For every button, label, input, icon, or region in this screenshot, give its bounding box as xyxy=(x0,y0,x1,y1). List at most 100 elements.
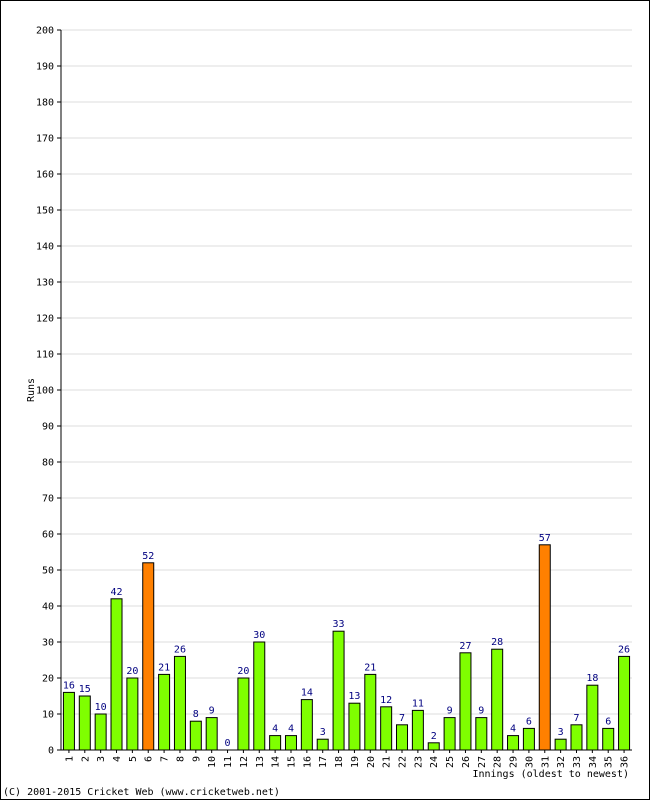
x-tick-label: 22 xyxy=(398,756,409,768)
y-tick-label: 30 xyxy=(42,638,54,649)
bar xyxy=(507,735,520,751)
bar xyxy=(411,709,424,751)
bar-value-label: 4 xyxy=(272,724,278,735)
bar-value-label: 0 xyxy=(225,738,231,749)
x-axis-ticks: 1 2 3 4 5 6 7 8 9 10 11 12 13 14 15 16 17 18 19 20 21 22 23 24 2… xyxy=(64,750,631,768)
x-tick-label: 2 xyxy=(80,756,91,762)
copyright-footer: (C) 2001-2015 Cricket Web (www.cricketwe… xyxy=(3,787,280,798)
bar-value-label: 28 xyxy=(491,637,503,648)
bars xyxy=(62,544,631,751)
bar xyxy=(459,652,472,751)
x-tick-label: 11 xyxy=(223,756,234,768)
y-tick-label: 170 xyxy=(36,134,54,145)
bar-value-label: 52 xyxy=(142,551,154,562)
bar-value-label: 15 xyxy=(79,684,91,695)
bar-value-label: 13 xyxy=(348,691,360,702)
bar xyxy=(364,673,377,751)
bar xyxy=(538,544,551,751)
y-tick-label: 40 xyxy=(42,602,54,613)
bar xyxy=(284,735,297,751)
bar-value-label: 14 xyxy=(301,688,313,699)
y-tick-label: 200 xyxy=(36,26,54,37)
x-tick-label: 13 xyxy=(255,756,266,768)
bar-value-label: 11 xyxy=(412,698,424,709)
bar xyxy=(586,684,599,751)
bar-value-label: 27 xyxy=(459,641,471,652)
bar xyxy=(158,673,171,751)
bar-value-label: 57 xyxy=(539,533,551,544)
y-tick-label: 60 xyxy=(42,530,54,541)
y-tick-label: 190 xyxy=(36,62,54,73)
bar-value-label: 30 xyxy=(253,630,265,641)
x-tick-label: 14 xyxy=(271,756,282,768)
y-tick-label: 50 xyxy=(42,566,54,577)
bar-value-label: 8 xyxy=(193,709,199,720)
bar xyxy=(189,720,202,751)
x-axis-title: Innings (oldest to newest) xyxy=(472,769,629,780)
bar xyxy=(205,717,218,751)
bar-value-label: 42 xyxy=(110,587,122,598)
y-tick-label: 180 xyxy=(36,98,54,109)
bar-value-label: 20 xyxy=(126,666,138,677)
bar-value-label: 4 xyxy=(510,724,516,735)
bar xyxy=(522,727,535,751)
bar xyxy=(142,562,155,751)
x-tick-label: 12 xyxy=(239,756,250,768)
x-tick-label: 8 xyxy=(175,756,186,762)
bar-value-label: 33 xyxy=(333,619,345,630)
bar-value-label: 3 xyxy=(558,727,564,738)
x-tick-label: 36 xyxy=(620,756,631,768)
x-tick-label: 1 xyxy=(64,756,75,762)
y-tick-label: 150 xyxy=(36,206,54,217)
x-tick-label: 5 xyxy=(128,756,139,762)
bar-value-label: 21 xyxy=(364,662,376,673)
bar-value-label: 4 xyxy=(288,724,294,735)
y-tick-label: 90 xyxy=(42,422,54,433)
y-tick-label: 110 xyxy=(36,350,54,361)
x-tick-label: 10 xyxy=(207,756,218,768)
bar xyxy=(173,655,186,751)
bar-value-label: 12 xyxy=(380,695,392,706)
x-tick-label: 18 xyxy=(334,756,345,768)
grid-lines xyxy=(61,29,632,715)
bar xyxy=(602,727,615,751)
bar xyxy=(554,738,567,751)
x-tick-label: 34 xyxy=(588,756,599,768)
y-axis-title: Runs xyxy=(26,378,37,402)
bar xyxy=(491,648,504,751)
x-tick-label: 31 xyxy=(540,756,551,768)
x-tick-label: 28 xyxy=(493,756,504,768)
bar xyxy=(316,738,329,751)
x-tick-label: 25 xyxy=(445,756,456,768)
bar-value-label: 10 xyxy=(95,702,107,713)
bar-value-label: 2 xyxy=(431,731,437,742)
y-tick-label: 0 xyxy=(48,746,54,757)
bar xyxy=(237,677,250,751)
bar xyxy=(300,699,313,751)
bar xyxy=(443,717,456,751)
bar-value-label: 9 xyxy=(447,706,453,717)
x-tick-label: 23 xyxy=(413,756,424,768)
bar xyxy=(253,641,266,751)
bar-value-label: 6 xyxy=(605,716,611,727)
bar-value-label: 3 xyxy=(320,727,326,738)
bar-value-label: 20 xyxy=(237,666,249,677)
y-tick-label: 100 xyxy=(36,386,54,397)
bar-value-label: 21 xyxy=(158,662,170,673)
bar xyxy=(396,724,409,751)
x-tick-label: 32 xyxy=(556,756,567,768)
x-tick-label: 19 xyxy=(350,756,361,768)
y-tick-label: 160 xyxy=(36,170,54,181)
bar xyxy=(110,598,123,751)
bar xyxy=(570,724,583,751)
y-tick-label: 20 xyxy=(42,674,54,685)
bar xyxy=(269,735,282,751)
bar xyxy=(348,702,361,751)
bar-value-label: 9 xyxy=(209,706,215,717)
y-tick-label: 10 xyxy=(42,710,54,721)
y-tick-label: 140 xyxy=(36,242,54,253)
x-tick-label: 6 xyxy=(144,756,155,762)
bar xyxy=(126,677,139,751)
